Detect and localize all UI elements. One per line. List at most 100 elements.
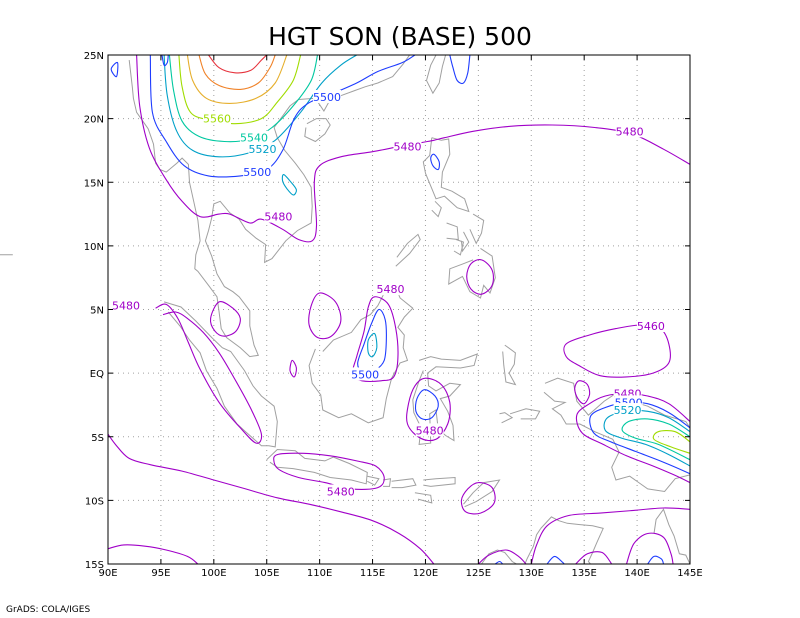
contour-label-0: 5560 xyxy=(203,113,231,126)
coastline-2 xyxy=(425,54,447,95)
contour-label-bg-6 xyxy=(615,124,644,138)
x-tick-label-10: 140E xyxy=(624,568,649,579)
contour-5500-39 xyxy=(647,555,665,565)
contour-5600-1 xyxy=(198,54,276,91)
contour-label-7: 5480 xyxy=(264,211,292,224)
coastline-3 xyxy=(422,137,470,213)
x-tick-label-1: 95E xyxy=(151,568,170,579)
contour-label-5: 5480 xyxy=(393,141,421,154)
coastline-22 xyxy=(499,412,514,424)
contour-label-bg-0 xyxy=(202,111,231,125)
y-tick-label-7: 20N xyxy=(84,115,104,126)
contour-5520-15 xyxy=(367,332,378,358)
contour-5500-40 xyxy=(494,560,504,565)
contour-label-bg-1 xyxy=(240,130,269,144)
contour-label-bg-5 xyxy=(393,139,422,153)
contour-5480-37 xyxy=(575,551,613,565)
contour-5500-29 xyxy=(589,401,691,475)
coastline-15 xyxy=(383,478,392,487)
contour-5480-18 xyxy=(209,301,241,337)
coastline-4 xyxy=(431,200,442,218)
x-tick-label-7: 125E xyxy=(466,568,491,579)
contour-label-bg-16 xyxy=(613,403,642,417)
contour-5480-17 xyxy=(155,303,263,444)
x-tick-label-0: 90E xyxy=(98,568,117,579)
contour-5500-8 xyxy=(449,54,471,85)
contour-labels: 5560554055205500550054805480548054805480… xyxy=(111,89,665,498)
contour-label-11: 5480 xyxy=(416,424,444,437)
contour-5500-23 xyxy=(414,389,439,421)
x-tick-label-2: 100E xyxy=(201,568,226,579)
contour-5480-19 xyxy=(308,292,342,340)
contour-label-bg-8 xyxy=(376,282,405,296)
contour-5480-21 xyxy=(289,359,297,378)
credit-text: GrADS: COLA/IGES xyxy=(6,605,90,615)
contour-5480-16 xyxy=(107,433,435,565)
coastline-8 xyxy=(460,231,470,253)
coastline-19 xyxy=(463,479,501,508)
contour-label-16: 5520 xyxy=(614,404,642,417)
x-tick-label-11: 145E xyxy=(677,568,702,579)
chart-title: HGT SON (BASE) 500 xyxy=(268,22,532,51)
contour-label-8: 5480 xyxy=(377,283,405,296)
contour-lines xyxy=(107,54,691,565)
x-tick-label-3: 105E xyxy=(254,568,279,579)
contour-5460-27 xyxy=(563,324,671,378)
contour-label-bg-4 xyxy=(313,89,342,103)
y-tick-label-5: 10N xyxy=(84,242,104,253)
contour-label-12: 5480 xyxy=(327,485,355,498)
y-tick-label-6: 15N xyxy=(84,178,104,189)
contour-label-bg-9 xyxy=(111,298,140,312)
coastline-18 xyxy=(414,492,433,504)
coastline-28 xyxy=(653,508,691,565)
contour-5480-25 xyxy=(460,482,496,515)
contour-label-bg-2 xyxy=(248,142,277,156)
contour-5480-20 xyxy=(466,259,494,295)
contour-5480-28 xyxy=(575,392,691,484)
y-tick-label-2: 5S xyxy=(91,433,104,444)
y-tick-label-0: 15S xyxy=(85,560,104,571)
contour-label-10: 5500 xyxy=(351,368,379,381)
coastline-6 xyxy=(446,222,459,241)
y-tick-label-3: EQ xyxy=(90,369,104,380)
coastline-27 xyxy=(524,528,542,565)
contour-label-bg-10 xyxy=(351,367,380,381)
contour-label-bg-7 xyxy=(264,209,293,223)
x-tick-label-6: 120E xyxy=(413,568,438,579)
coastline-12 xyxy=(163,301,278,448)
coastline-24 xyxy=(543,377,691,493)
contour-label-9: 5480 xyxy=(112,300,140,313)
coastline-0 xyxy=(128,54,411,358)
contour-label-bg-12 xyxy=(326,484,355,498)
coastline-14 xyxy=(367,475,380,486)
coastline-10 xyxy=(448,247,496,299)
coastline-20 xyxy=(412,353,479,445)
coastline-1 xyxy=(304,118,331,143)
x-tick-label-4: 110E xyxy=(307,568,332,579)
coastline-16 xyxy=(391,478,417,489)
contour-5480-22 xyxy=(406,377,451,442)
contour-5500-36 xyxy=(546,555,565,565)
contour-5560-3 xyxy=(178,54,302,125)
contour-label-6: 5480 xyxy=(616,125,644,138)
contour-5480-12 xyxy=(136,54,691,243)
coastline-21 xyxy=(502,344,517,386)
contour-5480-35 xyxy=(478,549,527,565)
contour-label-bg-3 xyxy=(243,165,272,179)
contour-5540-31 xyxy=(621,418,691,461)
contour-label-bg-11 xyxy=(415,423,444,437)
contour-label-bg-13 xyxy=(636,319,665,333)
contour-5500-9 xyxy=(161,54,169,67)
contour-5500-7 xyxy=(149,54,416,178)
coastline-5 xyxy=(469,213,485,245)
contour-5500-10 xyxy=(110,61,119,78)
contour-5480-24 xyxy=(273,452,385,490)
y-tick-label-4: 5N xyxy=(90,306,104,317)
x-tick-label-5: 115E xyxy=(360,568,385,579)
contour-5540-4 xyxy=(168,54,319,143)
contour-label-4: 5500 xyxy=(313,91,341,104)
contour-5480-33 xyxy=(107,544,199,565)
contour-5480-13 xyxy=(351,296,399,382)
contour-5620-0 xyxy=(208,54,268,74)
x-axis-ticks: 90E 95E 100E 105E 110E 115E 120E 125E 130E 135E 14… xyxy=(98,55,703,579)
